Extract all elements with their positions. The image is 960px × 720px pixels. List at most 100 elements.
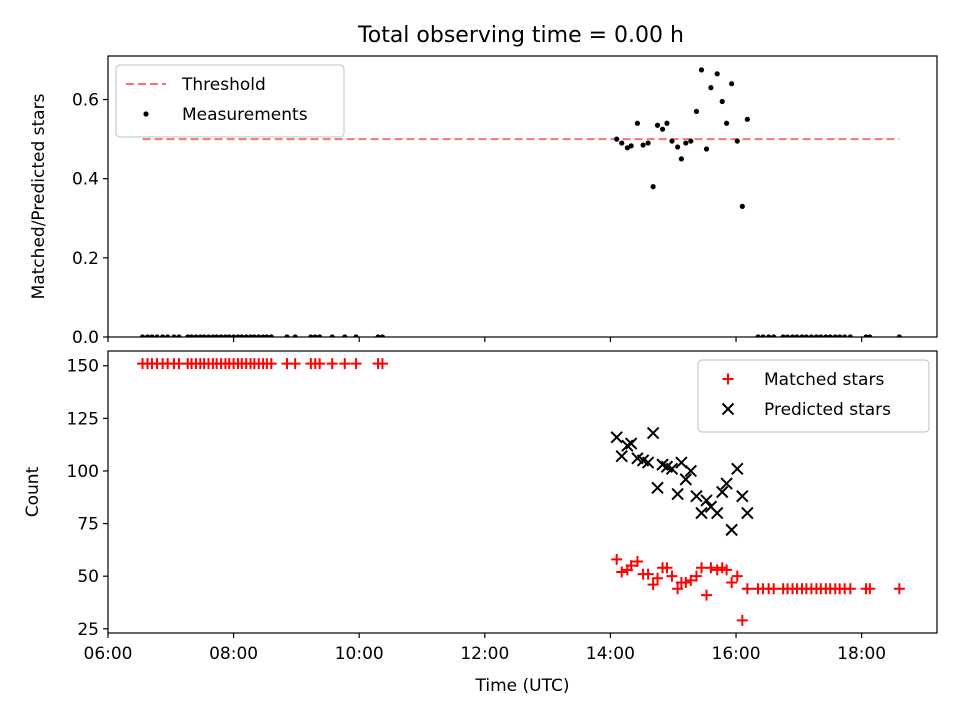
x-tick-label: 08:00 [209, 644, 258, 664]
data-point [144, 334, 151, 337]
data-point [634, 120, 641, 126]
data-point [640, 142, 646, 148]
data-point [615, 450, 628, 463]
data-point [680, 576, 692, 588]
data-point [139, 334, 146, 337]
data-point [268, 334, 274, 337]
y-tick-label: 100 [67, 462, 99, 482]
data-point [675, 144, 681, 150]
data-point [149, 334, 155, 337]
data-point [375, 334, 381, 337]
data-point [665, 462, 679, 476]
data-point [701, 589, 713, 601]
data-point [651, 481, 664, 494]
data-point [710, 506, 724, 520]
data-point [679, 473, 692, 486]
data-point [729, 81, 735, 87]
data-point [193, 334, 199, 337]
data-point [827, 334, 833, 337]
data-point [672, 583, 684, 595]
y-tick-label: 125 [67, 409, 99, 429]
legend-label: Threshold [181, 75, 266, 95]
legend-label: Predicted stars [764, 400, 891, 420]
data-point [808, 334, 814, 337]
data-point [641, 456, 655, 469]
data-point [619, 140, 625, 146]
y-tick-label: 0.4 [72, 170, 99, 190]
data-point [669, 138, 675, 144]
data-point [837, 334, 843, 337]
data-point [666, 570, 678, 582]
data-point [616, 566, 628, 578]
data-point [719, 98, 725, 105]
data-point [760, 334, 766, 337]
x-tick-label: 16:00 [712, 644, 761, 664]
legend-box [697, 359, 930, 433]
data-point [226, 334, 232, 337]
data-point [847, 334, 853, 337]
data-point [265, 358, 277, 370]
data-point [646, 426, 660, 440]
legend-swatch [722, 373, 734, 385]
data-point [741, 583, 753, 595]
y-axis-label: Count [23, 466, 43, 517]
data-point [755, 334, 761, 337]
x-tick-label: 18:00 [837, 644, 886, 664]
data-point [799, 334, 805, 337]
data-point [176, 334, 182, 337]
data-point [739, 203, 745, 209]
data-point [684, 464, 698, 478]
data-point [614, 136, 620, 142]
data-point [844, 583, 856, 595]
axes-frame [107, 55, 938, 338]
data-point [231, 334, 237, 337]
data-point [695, 562, 707, 574]
data-point [721, 564, 733, 576]
data-point [611, 553, 623, 565]
chart-title: Total observing time = 0.00 h [357, 23, 684, 48]
data-point [720, 477, 733, 490]
data-point [659, 126, 666, 132]
data-point [610, 431, 623, 444]
y-tick-label: 75 [77, 515, 99, 535]
data-point [647, 579, 659, 591]
data-point [685, 574, 697, 586]
data-point [690, 490, 703, 503]
data-point [708, 85, 714, 91]
data-point [867, 334, 873, 337]
data-point [308, 334, 314, 337]
data-point [711, 564, 723, 576]
data-point [714, 71, 720, 77]
data-point [661, 562, 673, 574]
data-point [864, 583, 876, 595]
data-point [256, 334, 262, 337]
data-point [794, 334, 800, 337]
data-point [284, 334, 290, 337]
data-point [631, 555, 643, 567]
data-point [154, 334, 160, 337]
legend-swatch [143, 111, 149, 117]
data-point [239, 334, 245, 337]
data-point [700, 494, 713, 507]
data-point [731, 462, 744, 476]
data-point [326, 358, 338, 370]
y-tick-label: 50 [77, 567, 99, 587]
data-point [314, 358, 326, 370]
data-point [671, 487, 684, 501]
data-point [339, 358, 351, 370]
data-point [698, 67, 705, 73]
data-point [642, 568, 654, 580]
data-point [784, 334, 791, 337]
data-point [353, 334, 359, 337]
data-point [780, 334, 786, 337]
data-point [376, 358, 388, 370]
data-point [688, 138, 694, 144]
legend-label: Measurements [182, 105, 308, 125]
x-tick-label: 12:00 [460, 644, 509, 664]
data-point [703, 146, 710, 152]
axes-frame [107, 350, 938, 634]
legend-box [115, 64, 345, 138]
data-point [645, 140, 651, 146]
data-point [893, 583, 905, 595]
data-point [160, 334, 166, 337]
